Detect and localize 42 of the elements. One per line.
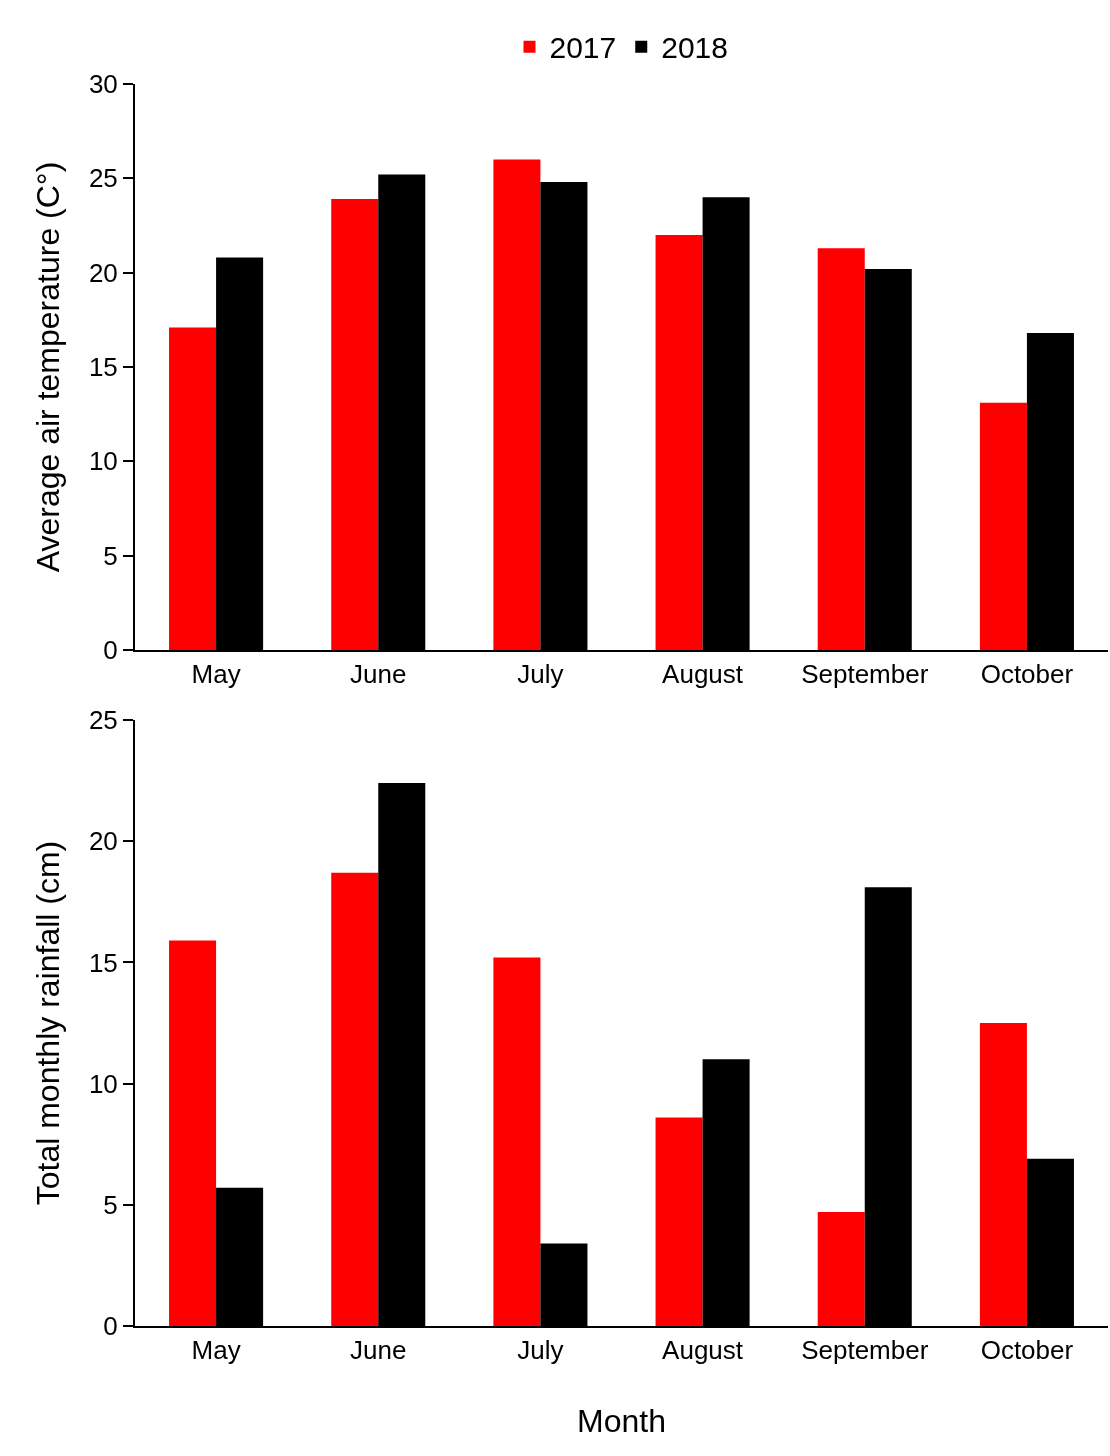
legend-label: 2018: [661, 31, 728, 65]
x-tick-label: June: [350, 659, 407, 690]
y-tick-label: 15: [88, 352, 118, 383]
y-tick-label: 5: [103, 1189, 118, 1220]
bar: [493, 159, 541, 650]
x-tick-label: August: [662, 1335, 744, 1366]
bar: [493, 957, 541, 1326]
legend-label: 2017: [549, 31, 617, 65]
bar: [169, 940, 217, 1326]
y-tick-label: 0: [103, 1311, 118, 1342]
y-axis-title: Total monthly rainfall (cm): [29, 840, 66, 1206]
y-tick-label: 0: [103, 635, 118, 666]
bar: [655, 1117, 703, 1326]
y-tick-label: 25: [88, 705, 118, 736]
y-tick-label: 10: [88, 1068, 118, 1099]
bar: [169, 327, 217, 650]
x-tick-label: July: [517, 659, 564, 690]
x-tick-label: October: [980, 659, 1074, 690]
y-axis-title: Average air temperature (C°): [29, 161, 66, 573]
x-tick-label: June: [350, 1335, 407, 1366]
y-tick-label: 20: [88, 257, 118, 288]
y-tick-label: 20: [88, 826, 118, 857]
x-axis-title: Month: [577, 1402, 666, 1439]
x-tick-label: September: [801, 659, 929, 690]
y-tick-label: 5: [103, 540, 118, 571]
y-tick-label: 10: [88, 446, 118, 477]
bar: [979, 402, 1027, 650]
x-tick-label: October: [980, 1335, 1074, 1366]
bar: [979, 1023, 1027, 1326]
bar: [817, 1212, 865, 1326]
bar: [817, 248, 865, 650]
x-tick-label: August: [662, 659, 744, 690]
x-tick-label: May: [191, 1335, 241, 1366]
y-tick-label: 30: [88, 69, 118, 100]
x-tick-label: July: [517, 1335, 564, 1366]
y-tick-label: 15: [88, 947, 118, 978]
bar: [331, 872, 379, 1326]
x-tick-label: September: [801, 1335, 929, 1366]
y-tick-label: 25: [88, 163, 118, 194]
x-tick-label: May: [191, 659, 241, 690]
bar: [655, 234, 703, 650]
bar: [331, 199, 379, 650]
